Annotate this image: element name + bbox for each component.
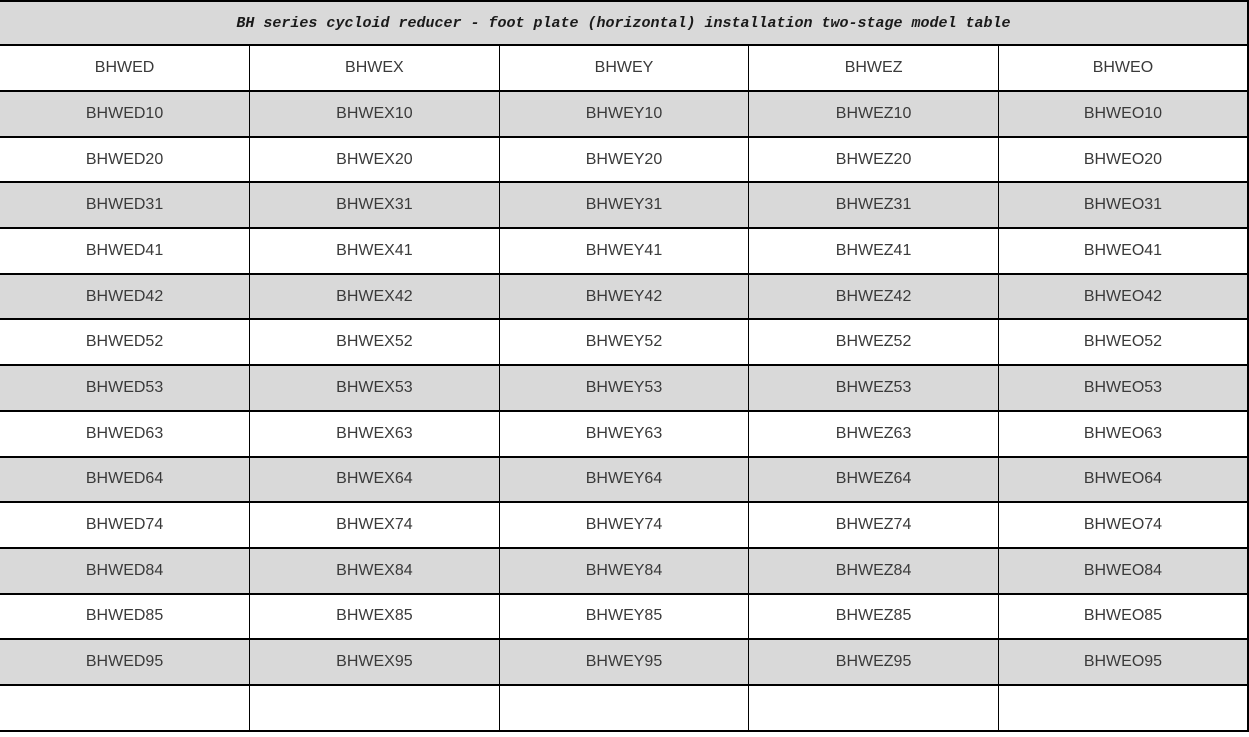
model-cell: BHWED42 [0,272,251,321]
model-cell: BHWEZ53 [748,364,999,412]
model-cell: BHWEZ64 [748,455,999,504]
model-cell: BHWEZ41 [748,227,999,275]
empty-cell [748,683,999,732]
table-row: BHWED53 BHWEX53 BHWEY53 BHWEZ53 BHWEO53 [0,364,1249,412]
model-cell: BHWEX84 [249,546,500,595]
model-cell: BHWEX74 [249,501,500,549]
model-cell: BHWEO74 [997,501,1249,549]
model-cell: BHWEZ74 [748,501,999,549]
model-cell: BHWEZ20 [748,135,999,184]
model-cell: BHWED20 [0,135,251,184]
table-title: BH series cycloid reducer - foot plate (… [0,0,1249,46]
model-cell: BHWEX63 [249,409,500,458]
table-row: BHWED20 BHWEX20 BHWEY20 BHWEZ20 BHWEO20 [0,135,1249,184]
model-cell: BHWEY41 [498,227,750,275]
table-row: BHWED10 BHWEX10 BHWEY10 BHWEZ10 BHWEO10 [0,90,1249,138]
model-cell: BHWEO10 [997,90,1249,138]
table-body: BHWED10 BHWEX10 BHWEY10 BHWEZ10 BHWEO10 BHWED… [0,90,1249,732]
model-cell: BHWEO64 [997,455,1249,504]
model-cell: BHWEO84 [997,546,1249,595]
model-cell: BHWEZ85 [748,592,999,641]
column-header-bhwez: BHWEZ [748,44,999,92]
model-cell: BHWEY42 [498,272,750,321]
model-cell: BHWEY74 [498,501,750,549]
model-cell: BHWED10 [0,90,251,138]
model-cell: BHWEX53 [249,364,500,412]
table-row: BHWED85 BHWEX85 BHWEY85 BHWEZ85 BHWEO85 [0,592,1249,641]
empty-cell [997,683,1249,732]
model-cell: BHWEZ84 [748,546,999,595]
model-cell: BHWEY53 [498,364,750,412]
column-header-bhwex: BHWEX [249,44,500,92]
model-cell: BHWED52 [0,318,251,367]
column-header-bhweo: BHWEO [997,44,1249,92]
model-cell: BHWED63 [0,409,251,458]
table-header-row: BHWED BHWEX BHWEY BHWEZ BHWEO [0,44,1249,92]
table-row: BHWED31 BHWEX31 BHWEY31 BHWEZ31 BHWEO31 [0,181,1249,230]
empty-cell [249,683,500,732]
model-cell: BHWEX41 [249,227,500,275]
model-cell: BHWEZ63 [748,409,999,458]
model-cell: BHWEX20 [249,135,500,184]
model-cell: BHWEO20 [997,135,1249,184]
model-cell: BHWEY64 [498,455,750,504]
model-cell: BHWEX85 [249,592,500,641]
model-cell: BHWEO42 [997,272,1249,321]
table-row [0,683,1249,732]
table-row: BHWED52 BHWEX52 BHWEY52 BHWEZ52 BHWEO52 [0,318,1249,367]
model-cell: BHWEO95 [997,638,1249,686]
model-cell: BHWEY63 [498,409,750,458]
model-cell: BHWED85 [0,592,251,641]
model-cell: BHWEO85 [997,592,1249,641]
model-cell: BHWEO31 [997,181,1249,230]
model-cell: BHWEY84 [498,546,750,595]
model-cell: BHWED74 [0,501,251,549]
column-header-bhwed: BHWED [0,44,251,92]
model-cell: BHWEX95 [249,638,500,686]
table-title-row: BH series cycloid reducer - foot plate (… [0,0,1249,46]
model-cell: BHWED95 [0,638,251,686]
model-cell: BHWEZ10 [748,90,999,138]
model-cell: BHWEY31 [498,181,750,230]
model-cell: BHWEY10 [498,90,750,138]
model-cell: BHWEY52 [498,318,750,367]
model-cell: BHWED41 [0,227,251,275]
table-row: BHWED74 BHWEX74 BHWEY74 BHWEZ74 BHWEO74 [0,501,1249,549]
model-cell: BHWEZ95 [748,638,999,686]
table-row: BHWED84 BHWEX84 BHWEY84 BHWEZ84 BHWEO84 [0,546,1249,595]
model-cell: BHWEX64 [249,455,500,504]
model-cell: BHWED31 [0,181,251,230]
model-cell: BHWED53 [0,364,251,412]
model-cell: BHWEO53 [997,364,1249,412]
column-header-bhwey: BHWEY [498,44,750,92]
model-cell: BHWEX10 [249,90,500,138]
empty-cell [498,683,750,732]
table-row: BHWED95 BHWEX95 BHWEY95 BHWEZ95 BHWEO95 [0,638,1249,686]
model-cell: BHWEY20 [498,135,750,184]
model-cell: BHWEZ31 [748,181,999,230]
model-cell: BHWED84 [0,546,251,595]
empty-cell [0,683,251,732]
model-cell: BHWEY85 [498,592,750,641]
model-cell: BHWEX31 [249,181,500,230]
table-row: BHWED63 BHWEX63 BHWEY63 BHWEZ63 BHWEO63 [0,409,1249,458]
model-cell: BHWEO41 [997,227,1249,275]
model-cell: BHWEO63 [997,409,1249,458]
model-cell: BHWEY95 [498,638,750,686]
table-row: BHWED64 BHWEX64 BHWEY64 BHWEZ64 BHWEO64 [0,455,1249,504]
table-row: BHWED42 BHWEX42 BHWEY42 BHWEZ42 BHWEO42 [0,272,1249,321]
model-cell: BHWEO52 [997,318,1249,367]
model-cell: BHWEX52 [249,318,500,367]
model-cell: BHWEZ42 [748,272,999,321]
model-cell: BHWED64 [0,455,251,504]
model-cell: BHWEZ52 [748,318,999,367]
table-row: BHWED41 BHWEX41 BHWEY41 BHWEZ41 BHWEO41 [0,227,1249,275]
model-cell: BHWEX42 [249,272,500,321]
